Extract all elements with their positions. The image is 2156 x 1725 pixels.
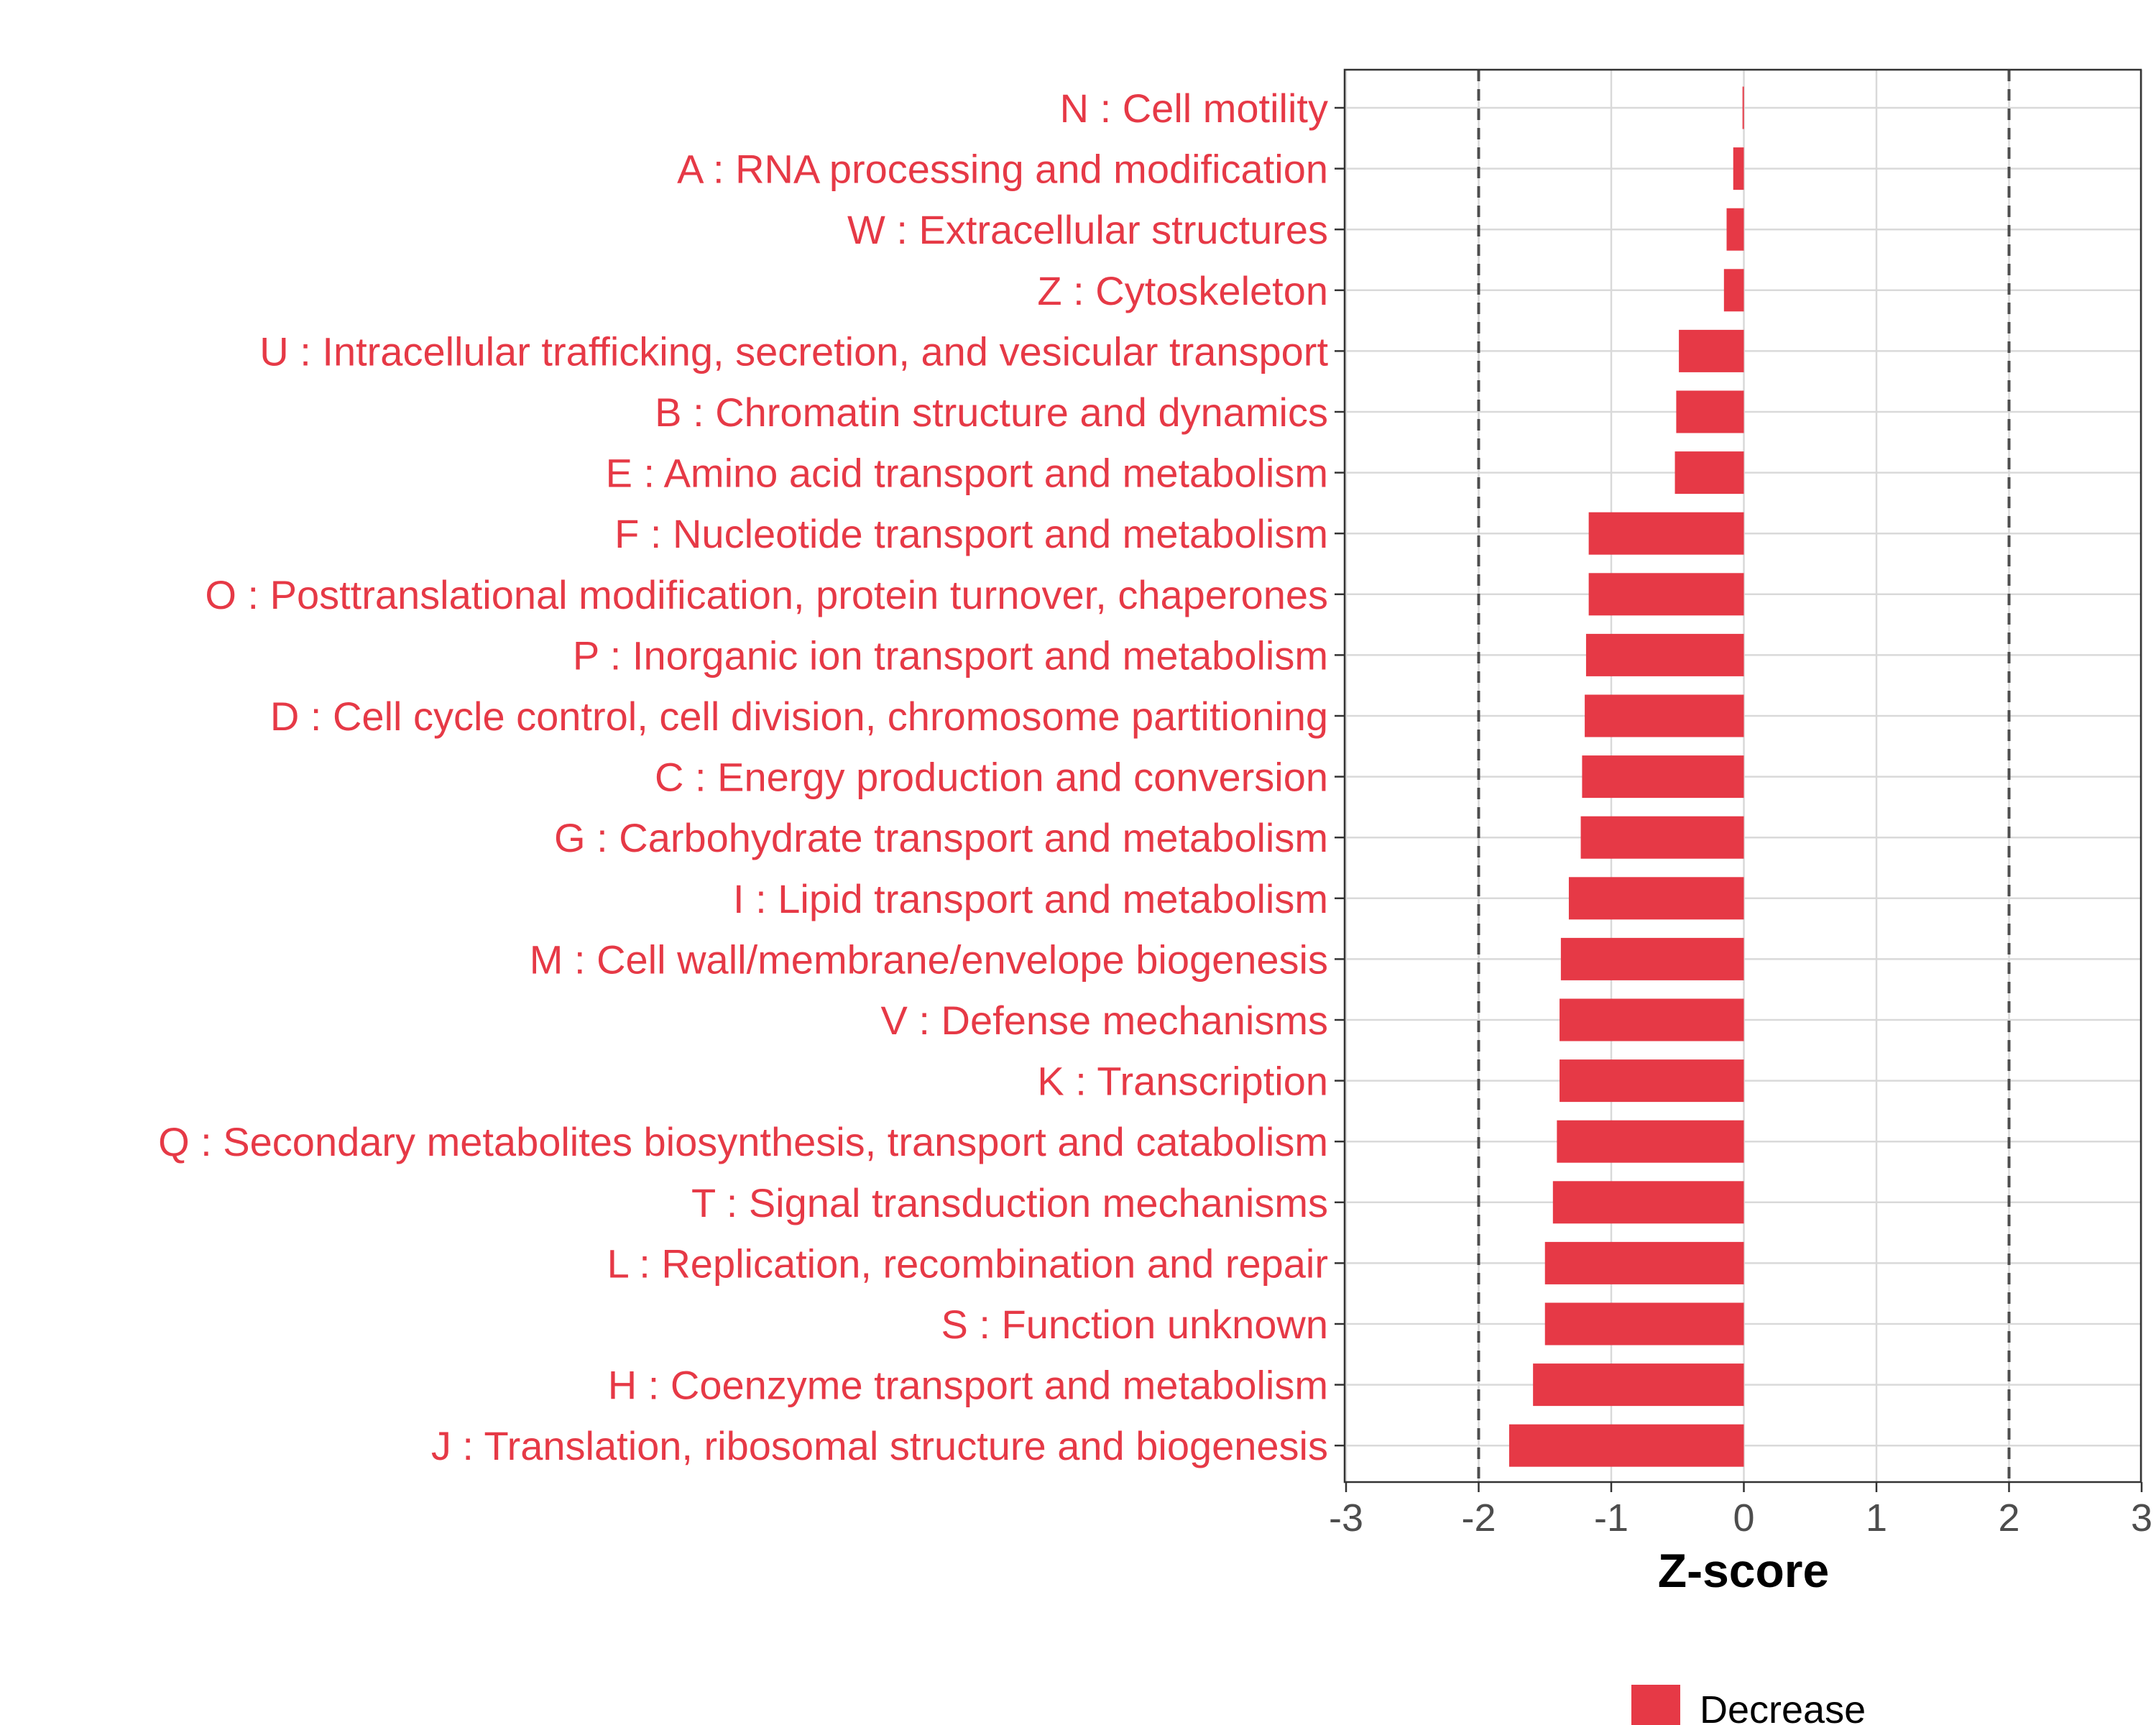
category-label: B : Chromatin structure and dynamics: [655, 390, 1328, 435]
bar: [1552, 1181, 1744, 1224]
bar: [1580, 816, 1744, 859]
category-label: O : Posttranslational modification, prot…: [205, 572, 1328, 617]
category-label: F : Nucleotide transport and metabolism: [614, 511, 1328, 556]
category-label: I : Lipid transport and metabolism: [733, 876, 1328, 921]
bar: [1674, 451, 1744, 494]
bar: [1533, 1363, 1744, 1407]
bars: [1508, 86, 1744, 1467]
bar: [1544, 1241, 1744, 1284]
category-label: L : Replication, recombination and repai…: [607, 1241, 1328, 1286]
bar: [1544, 1302, 1744, 1346]
bar: [1582, 755, 1744, 799]
category-label: U : Intracellular trafficking, secretion…: [259, 328, 1328, 374]
bar: [1723, 269, 1744, 312]
category-label: E : Amino acid transport and metabolism: [606, 451, 1328, 496]
category-label: M : Cell wall/membrane/envelope biogenes…: [530, 937, 1328, 982]
bar: [1588, 512, 1744, 555]
bar: [1557, 1120, 1744, 1163]
bar: [1679, 329, 1744, 372]
bar: [1560, 1059, 1744, 1103]
category-label: N : Cell motility: [1060, 86, 1328, 131]
bar: [1588, 573, 1744, 616]
bar: [1742, 86, 1744, 129]
bar: [1726, 208, 1744, 251]
bar: [1560, 998, 1744, 1041]
category-label: K : Transcription: [1037, 1059, 1328, 1104]
bar: [1733, 147, 1744, 190]
x-tick-label: -2: [1461, 1496, 1496, 1540]
category-labels: N : Cell motility A : RNA processing and …: [158, 86, 1328, 1468]
legend: Decrease: [1631, 1685, 1866, 1725]
category-label: C : Energy production and conversion: [655, 755, 1328, 800]
legend-swatch-decrease: [1631, 1685, 1680, 1725]
category-label: W : Extracellular structures: [847, 207, 1328, 252]
x-tick-label: 3: [2131, 1496, 2152, 1540]
category-label: J : Translation, ribosomal structure and…: [431, 1423, 1328, 1468]
bar: [1560, 937, 1744, 980]
category-label: P : Inorganic ion transport and metaboli…: [573, 632, 1328, 678]
category-label: Q : Secondary metabolites biosynthesis, …: [158, 1119, 1328, 1164]
x-tick-label: 1: [1866, 1496, 1887, 1540]
category-label: S : Function unknown: [941, 1302, 1328, 1347]
x-ticks: -3 -2 -1 0 1 2 3: [1329, 1482, 2152, 1540]
category-label: H : Coenzyme transport and metabolism: [608, 1363, 1328, 1408]
x-tick-label: -3: [1329, 1496, 1363, 1540]
x-tick-label: -1: [1594, 1496, 1628, 1540]
category-label: V : Defense mechanisms: [881, 998, 1328, 1043]
reference-lines: [1477, 70, 2011, 1482]
x-tick-label: 0: [1733, 1496, 1754, 1540]
bar: [1508, 1424, 1744, 1467]
x-tick-label: 2: [1998, 1496, 2019, 1540]
y-tick-marks: [1335, 106, 1345, 1447]
category-label: G : Carbohydrate transport and metabolis…: [554, 815, 1328, 860]
bar: [1585, 694, 1744, 737]
bar: [1568, 877, 1744, 920]
bar: [1585, 633, 1744, 676]
category-label: D : Cell cycle control, cell division, c…: [270, 694, 1328, 739]
bar: [1676, 390, 1744, 433]
x-axis-title: Z-score: [1658, 1544, 1829, 1597]
category-label: Z : Cytoskeleton: [1037, 268, 1328, 313]
legend-label-decrease: Decrease: [1700, 1688, 1866, 1725]
category-label: A : RNA processing and modification: [677, 147, 1328, 192]
category-label: T : Signal transduction mechanisms: [691, 1180, 1328, 1225]
